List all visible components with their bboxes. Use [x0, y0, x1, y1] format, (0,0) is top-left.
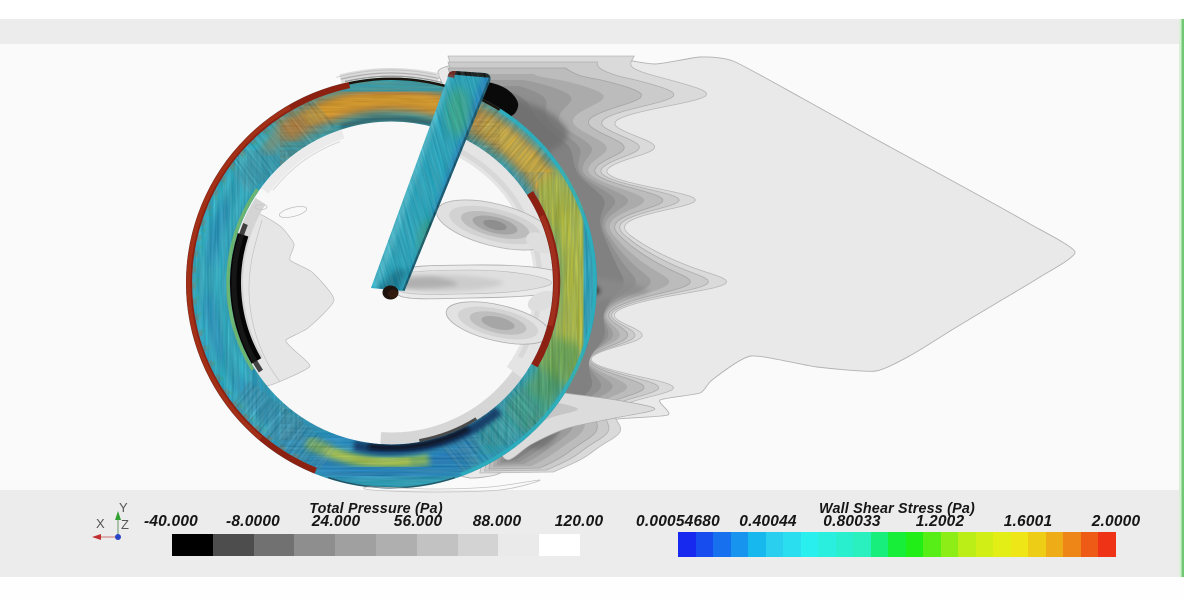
svg-text:X: X [96, 516, 105, 531]
svg-text:Y: Y [119, 500, 128, 515]
svg-text:Z: Z [121, 517, 129, 532]
